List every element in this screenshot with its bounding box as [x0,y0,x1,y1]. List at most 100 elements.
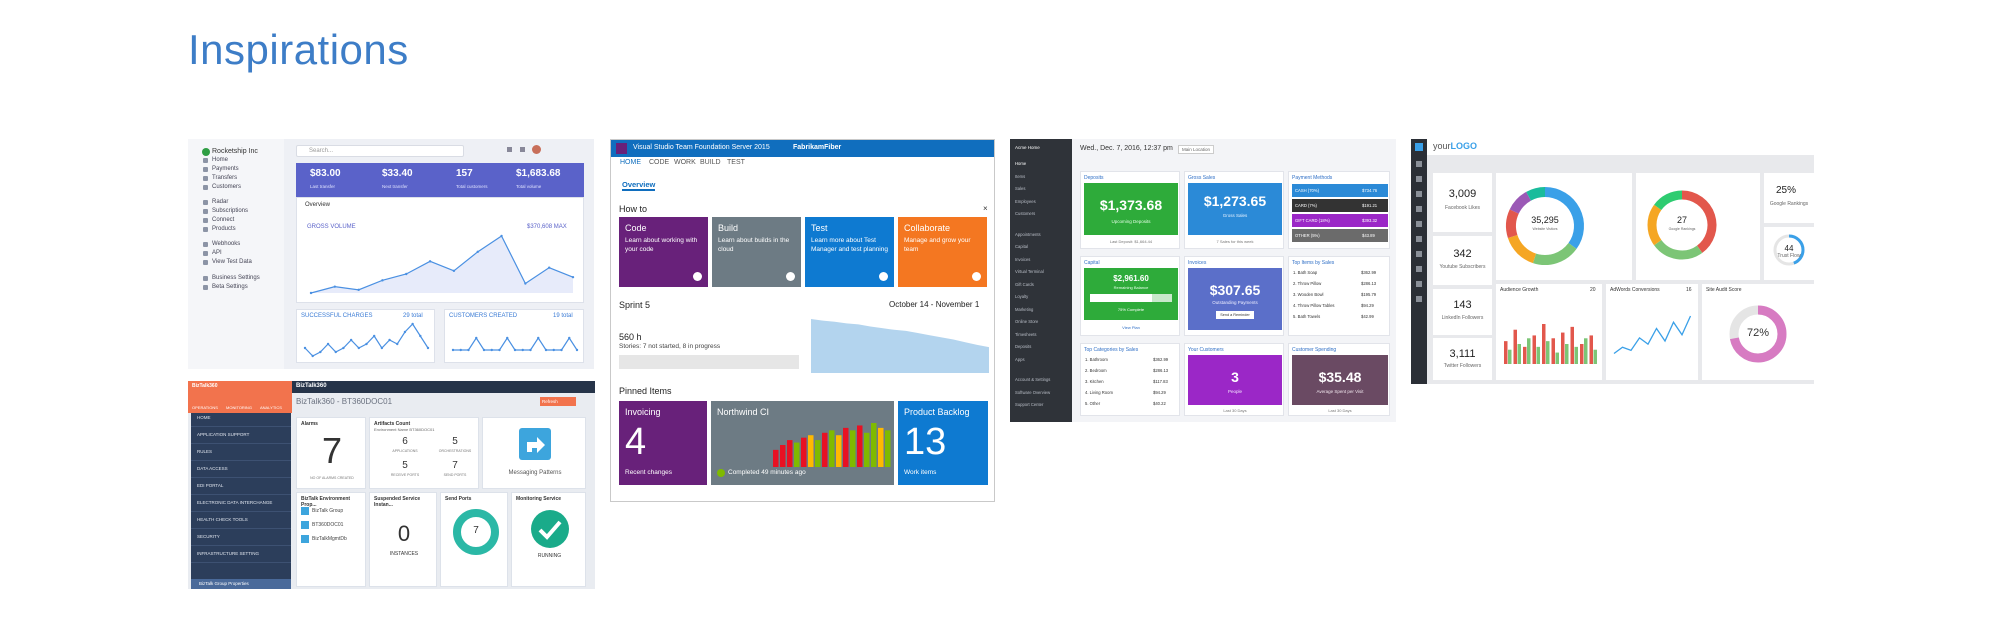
pinned-invoicing[interactable]: Invoicing 4 Recent changes [619,401,707,485]
stat-card-twitter[interactable]: 3,111 Twitter Followers [1433,338,1492,380]
howto-tile-collaborate[interactable]: Collaborate Manage and grow your team [898,217,987,287]
sidebar-item[interactable]: Loyalty [1015,294,1029,299]
sidebar-item[interactable]: Webhooks [212,241,241,247]
sidebar-item[interactable]: APPLICATION SUPPORT [197,432,250,437]
monitoring-tile[interactable]: Monitoring Service RUNNING [511,492,586,587]
sidebar-item[interactable]: Customers [212,184,242,190]
list-item[interactable]: 5. Bath Towels [1293,314,1321,319]
sidebar-item[interactable]: INFRASTRUCTURE SETTING [197,551,260,556]
environment-tile[interactable]: BizTalk Environment Prop... BizTalk Grou… [296,492,366,587]
howto-tile-build[interactable]: Build Learn about builds in the cloud [712,217,801,287]
avatar[interactable] [532,145,541,154]
sidebar-item[interactable]: Gift Cards [1015,281,1034,287]
tab-overview[interactable]: Overview [622,180,656,191]
refresh-button[interactable]: Refresh [540,397,576,406]
sidebar-item[interactable]: Apps [1015,356,1025,362]
alarms-tile[interactable]: Alarms 7 NO OF ALARMS CREATED [296,417,366,489]
pos-dashboard-thumbnail[interactable]: Acme Home Home Items Sales Employees Custome… [1010,139,1396,422]
stat-card-facebook[interactable]: 3,009 Facebook Likes [1433,173,1492,232]
sidebar-icon[interactable] [1416,251,1422,257]
sidebar-item[interactable]: Items [1015,173,1026,179]
messaging-tile[interactable]: Messaging Patterns [482,417,586,489]
howto-tile-test[interactable]: Test Learn more about Test Manager and te… [805,217,894,287]
invoices-panel[interactable]: Invoices $307.65 Outstanding Payments Se… [1184,256,1284,336]
adwords-card[interactable]: AdWords Conversions 16 [1606,284,1698,380]
sidebar-item[interactable]: Beta Settings [212,284,248,290]
sidebar-item[interactable]: Invoices [1015,256,1031,262]
tab-operations[interactable]: OPERATIONS [192,405,218,410]
list-item[interactable]: 3. Kitchen [1085,379,1104,384]
pinned-product-backlog[interactable]: Product Backlog 13 Work items [898,401,988,485]
environment-item[interactable]: BizTalkMgmtDb [312,536,347,542]
visitors-card[interactable]: 35,295 Website Visitors [1496,173,1632,280]
home-icon[interactable] [1415,143,1423,151]
list-item[interactable]: 3. Wooden Bowl [1293,292,1324,297]
group-properties-link[interactable]: BizTalk Group Properties [191,579,291,589]
notification-icon[interactable] [520,147,525,152]
tab-code[interactable]: CODE [649,159,670,166]
help-icon[interactable] [507,147,512,152]
sidebar-item[interactable]: Payments [212,166,239,172]
sidebar-item[interactable]: Transfers [212,175,238,181]
sidebar-item[interactable]: Marketing [1015,306,1034,312]
list-item[interactable]: 2. Throw Pillow [1293,281,1322,286]
deposits-panel[interactable]: Deposits $1,373.68 Upcoming Deposits Las… [1080,171,1180,249]
sidebar-item[interactable]: Home [212,157,229,163]
arrow-right-icon[interactable] [693,272,702,281]
sidebar-item[interactable]: Deposits [1015,344,1032,349]
marketing-dashboard-thumbnail[interactable]: yourLOGO 3,009 Facebook Likes 342 Youtub… [1411,139,1814,384]
environment-item[interactable]: BizTalk Group [312,508,344,514]
sidebar-item[interactable]: ELECTRONIC DATA INTERCHANGE [197,500,273,505]
sidebar-item[interactable]: HEALTH CHECK TOOLS [197,517,248,522]
sidebar-icon[interactable] [1416,236,1422,242]
rocketship-dashboard-thumbnail[interactable]: Rocketship Inc Home Payments Transfers Cust… [188,139,594,369]
sidebar-item[interactable]: Connect [212,217,235,223]
sidebar-item[interactable]: Support Center [1015,402,1044,407]
sidebar-item[interactable]: Capital [1015,244,1029,249]
gross-sales-panel[interactable]: Gross Sales $1,273.65 Gross Sales 7 Sale… [1184,171,1284,249]
project-name[interactable]: FabrikamFiber [793,144,842,151]
sidebar-icon[interactable] [1416,161,1422,167]
list-item[interactable]: 1. Bath Soap [1293,270,1318,275]
sidebar-item[interactable]: Home [1015,161,1027,166]
sidebar-item[interactable]: Virtual Terminal [1015,269,1044,274]
arrow-right-icon[interactable] [972,272,981,281]
howto-tile-code[interactable]: Code Learn about working with your code [619,217,708,287]
biztalk-dashboard-thumbnail[interactable]: BizTalk360 OPERATIONS MONITORING ANALYTI… [188,381,595,589]
sidebar-item[interactable]: Timesheets [1015,331,1037,337]
tab-analytics[interactable]: ANALYTICS [260,405,282,410]
sidebar-item[interactable]: Business Settings [212,275,260,281]
audience-growth-card[interactable]: Audience Growth 20 [1496,284,1602,380]
payment-methods-panel[interactable]: Payment Methods CASH (70%) $734.76 CARD (7… [1288,171,1390,249]
tab-home[interactable]: HOME [620,159,641,166]
sidebar-item[interactable]: RULES [197,449,213,454]
list-item[interactable]: 4. Throw Pillow Tables [1293,303,1335,308]
sidebar-item[interactable]: SECURITY [197,534,220,539]
environment-item[interactable]: BT360DOC01 [312,522,344,528]
arrow-right-icon[interactable] [786,272,795,281]
sidebar-icon[interactable] [1416,296,1422,302]
stat-card-linkedin[interactable]: 143 LinkedIn Followers [1433,289,1492,335]
close-icon[interactable]: × [983,204,988,213]
top-items-panel[interactable]: Top Items by Sales 1. Bath Soap $362.99 2.… [1288,256,1390,336]
stat-card-youtube[interactable]: 342 Youtube Subscribers [1433,236,1492,285]
send-reminder-button[interactable]: Send a Reminder [1216,311,1254,319]
sidebar-item[interactable]: View Test Data [212,259,252,265]
spending-panel[interactable]: Customer Spending $35.48 Average Spent p… [1288,343,1390,416]
artifacts-tile[interactable]: Artifacts Count Environment Name BT360DO… [369,417,479,489]
sidebar-icon[interactable] [1416,266,1422,272]
sidebar-item[interactable]: Appointments [1015,231,1041,237]
send-ports-tile[interactable]: Send Ports 7 [440,492,508,587]
sidebar-item[interactable]: Radar [212,199,229,205]
list-item[interactable]: 5. Other [1085,401,1101,406]
list-item[interactable]: 4. Living Room [1085,390,1113,395]
tab-build[interactable]: BUILD [700,159,721,166]
sidebar-icon[interactable] [1416,176,1422,182]
sidebar-item[interactable]: Employees [1015,198,1036,204]
suspended-tile[interactable]: Suspended Service Instan... 0 INSTANCES [369,492,437,587]
sidebar-icon[interactable] [1416,281,1422,287]
trust-flow-card[interactable]: 44 Trust Flow [1764,227,1814,280]
customers-panel[interactable]: Your Customers 3 People Last 30 Days [1184,343,1284,416]
capital-panel[interactable]: Capital $2,961.60 Remaining Balance 75% … [1080,256,1180,336]
sidebar-item[interactable]: Software Overview [1015,389,1051,395]
